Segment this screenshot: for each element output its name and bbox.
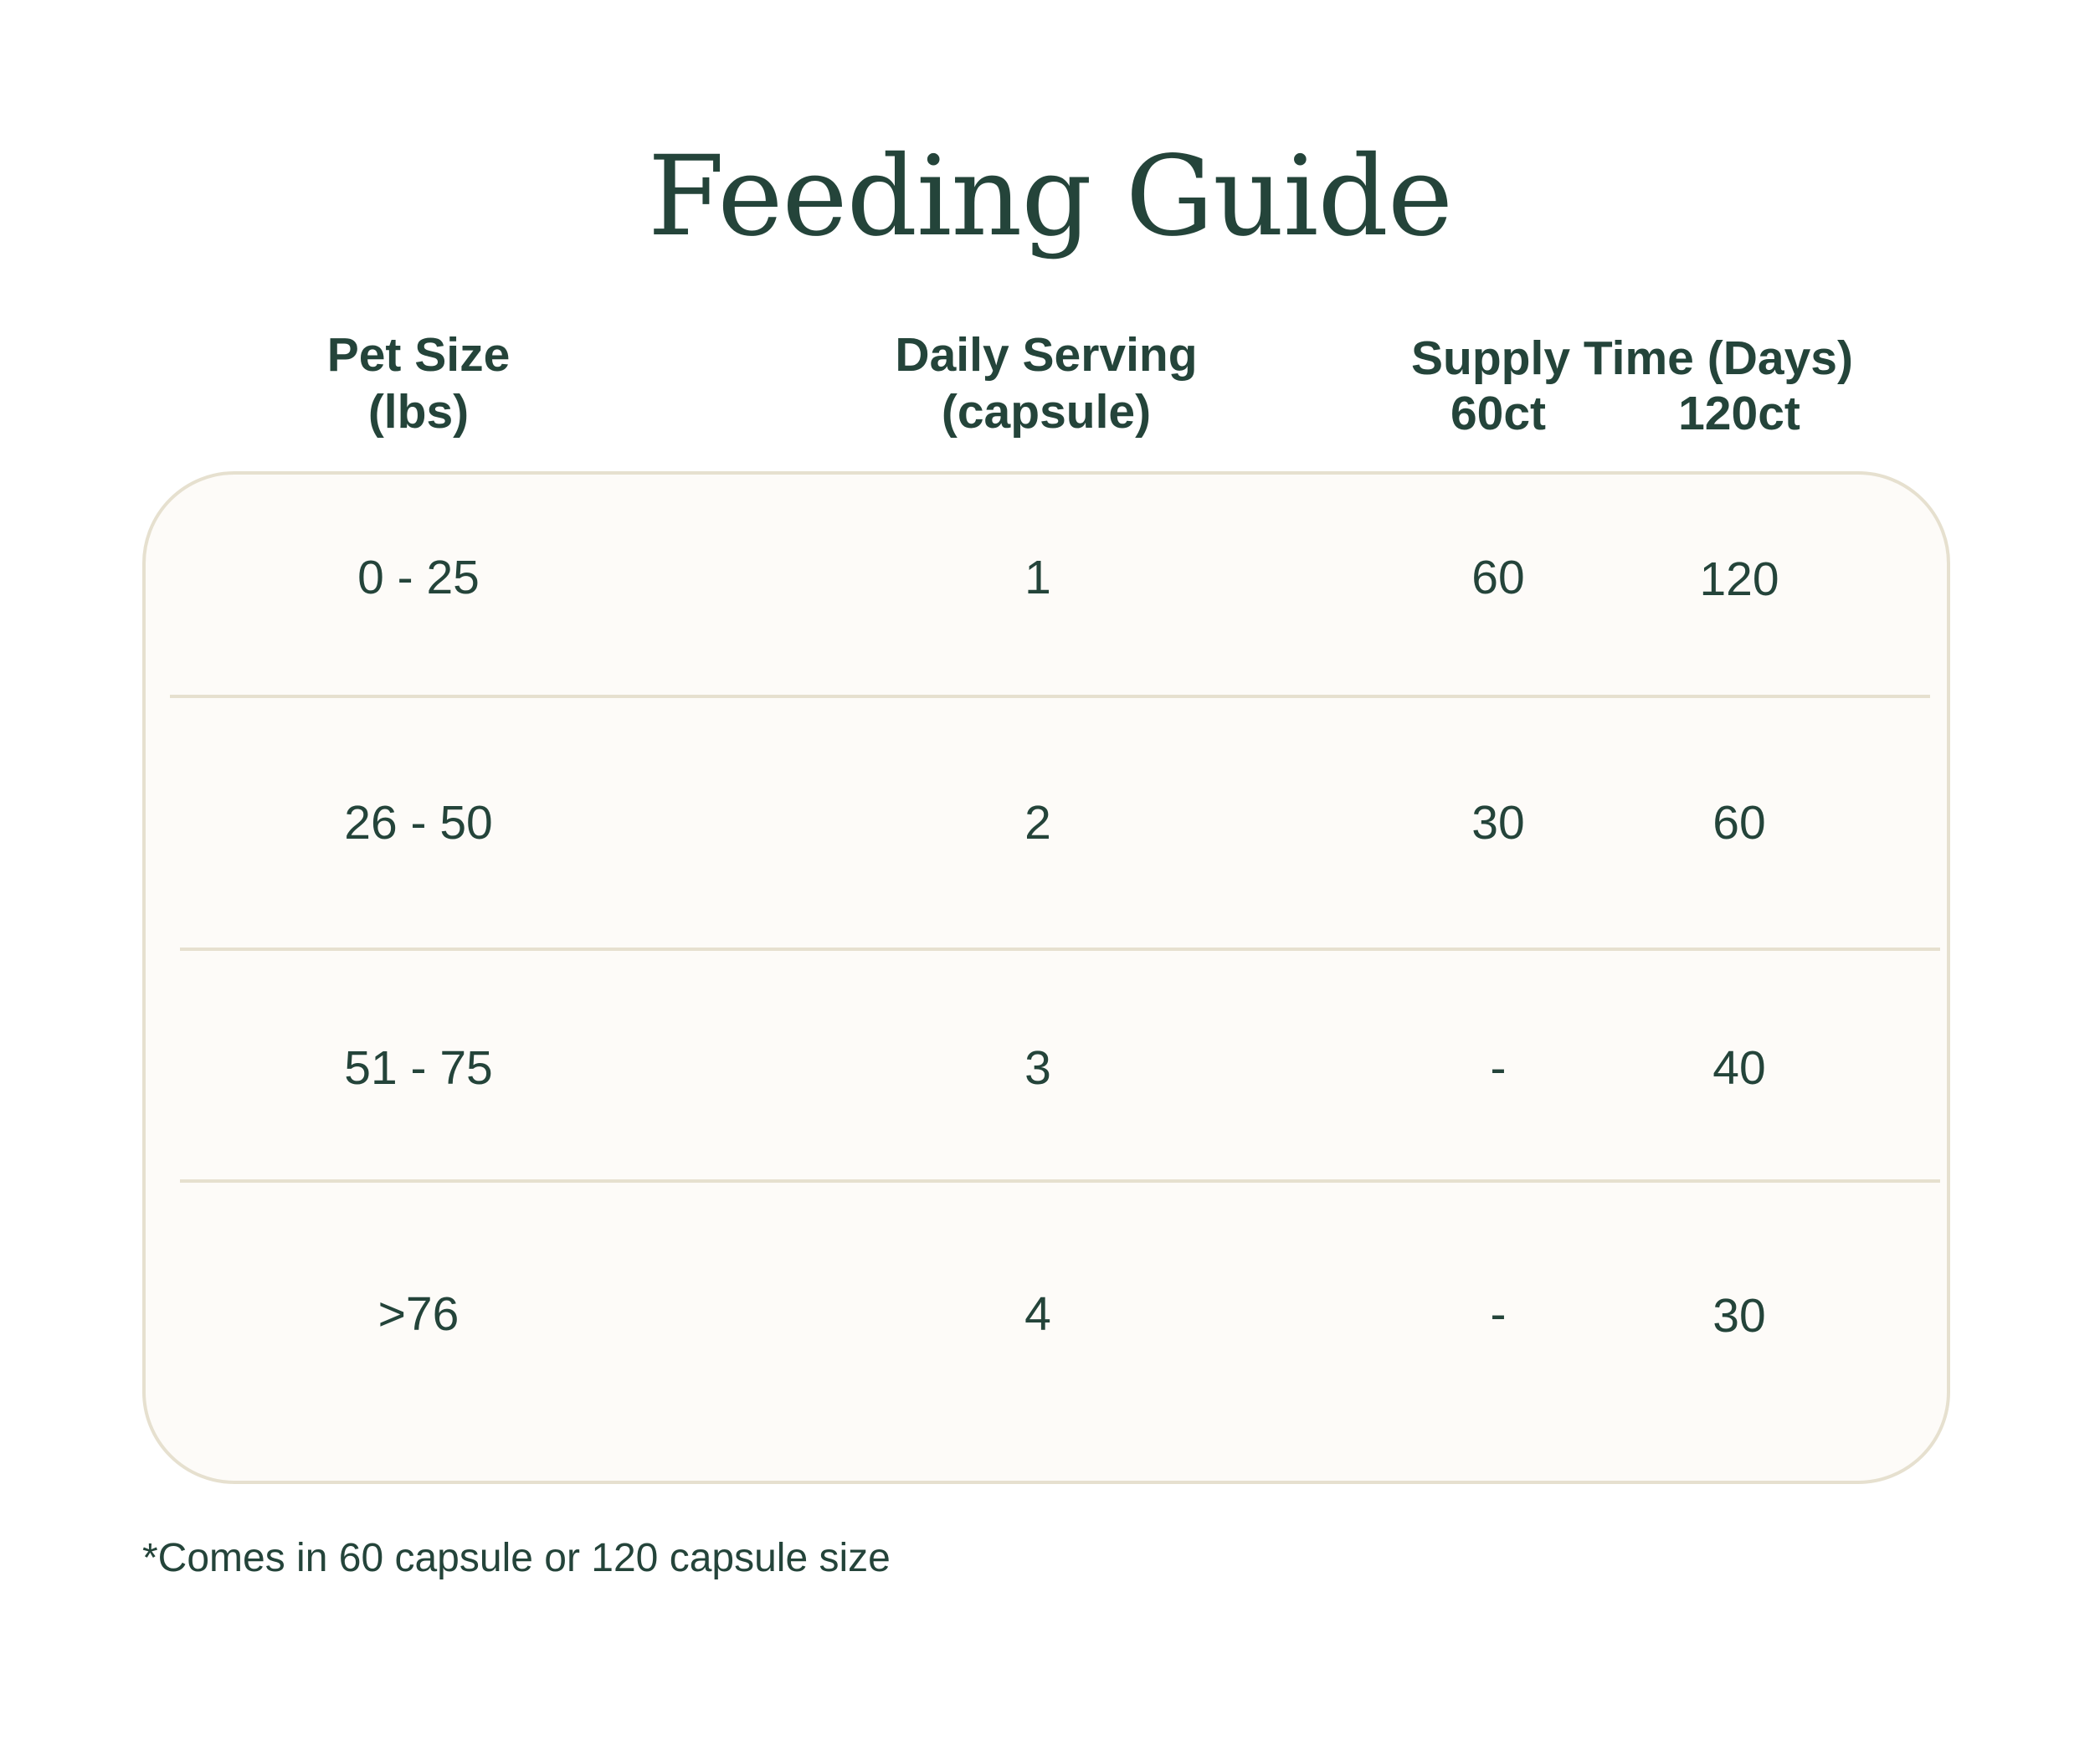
cell-daily-serving: 2 [1024, 796, 1051, 850]
cell-supply-60ct: - [1490, 1287, 1507, 1341]
cell-pet-size: 0 - 25 [357, 551, 480, 604]
cell-supply-120ct: 30 [1712, 1289, 1766, 1343]
column-header-daily-serving: Daily Serving (capsule) [837, 326, 1255, 440]
cell-daily-serving: 4 [1024, 1287, 1051, 1341]
cell-supply-60ct: 30 [1471, 796, 1525, 850]
cell-pet-size: 51 - 75 [344, 1041, 493, 1095]
row-divider [180, 1179, 1940, 1183]
page-title: Feeding Guide [647, 132, 1453, 261]
cell-supply-120ct: 120 [1699, 552, 1779, 606]
pet-size-label: Pet Size [326, 328, 511, 382]
pet-size-unit: (lbs) [367, 385, 470, 439]
daily-serving-unit: (capsule) [941, 385, 1152, 439]
cell-supply-120ct: 60 [1712, 796, 1766, 850]
cell-supply-60ct: 60 [1471, 551, 1525, 604]
footnote: *Comes in 60 capsule or 120 capsule size [142, 1536, 891, 1580]
cell-supply-60ct: - [1490, 1041, 1507, 1095]
column-header-supply-time: Supply Time (Days) [1411, 331, 1853, 385]
cell-daily-serving: 1 [1024, 551, 1051, 604]
daily-serving-label: Daily Serving [895, 328, 1198, 382]
cell-pet-size: 26 - 50 [344, 796, 493, 850]
column-header-120ct: 120ct [1678, 387, 1800, 440]
cell-daily-serving: 3 [1024, 1041, 1051, 1095]
feeding-table [142, 471, 1950, 1484]
column-header-60ct: 60ct [1450, 387, 1547, 440]
row-divider [180, 948, 1940, 951]
cell-supply-120ct: 40 [1712, 1041, 1766, 1095]
column-header-pet-size: Pet Size (lbs) [251, 326, 586, 440]
cell-pet-size: >76 [377, 1287, 460, 1341]
row-divider [170, 695, 1930, 698]
